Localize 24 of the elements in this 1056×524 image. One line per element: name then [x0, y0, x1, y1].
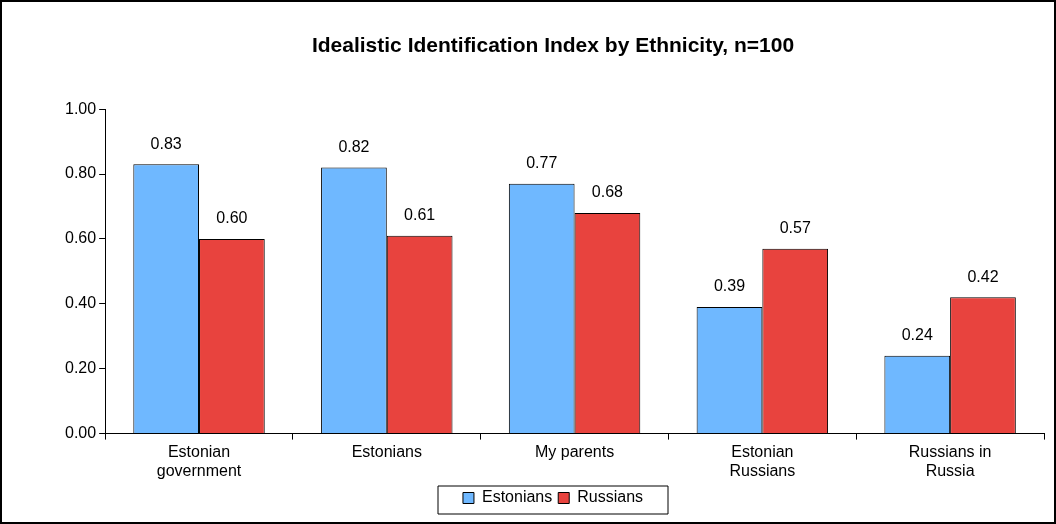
data-label: 0.24: [901, 326, 933, 344]
data-label: 0.77: [526, 154, 558, 172]
data-label: 0.83: [150, 134, 182, 152]
y-tick-label: 0.80: [65, 164, 97, 182]
legend-label: Russians: [577, 488, 644, 506]
y-tick-label: 0.00: [65, 424, 97, 442]
chart-title: Idealistic Identification Index by Ethnicity, n=100: [311, 33, 795, 57]
data-label: 0.57: [779, 219, 811, 237]
data-label: 0.39: [713, 277, 746, 295]
x-tick-label: Estonian government: [156, 442, 242, 479]
x-tick-label: My parents: [535, 442, 615, 460]
y-tick-label: 1.00: [65, 99, 97, 117]
y-tick-label: 0.60: [65, 229, 97, 247]
data-label: 0.68: [591, 183, 624, 201]
x-tick-label: Estonians: [351, 442, 422, 460]
y-tick-label: 0.20: [65, 359, 97, 377]
x-tick-label: Russians in Russia: [908, 442, 992, 479]
data-label: 0.82: [338, 138, 370, 155]
data-label: 0.60: [216, 209, 248, 227]
x-tick-label: Estonian Russians: [729, 442, 796, 479]
data-label: 0.61: [404, 206, 436, 224]
y-tick-label: 0.40: [65, 294, 97, 312]
legend-label: Estonians: [481, 488, 553, 506]
data-label: 0.42: [967, 267, 999, 285]
